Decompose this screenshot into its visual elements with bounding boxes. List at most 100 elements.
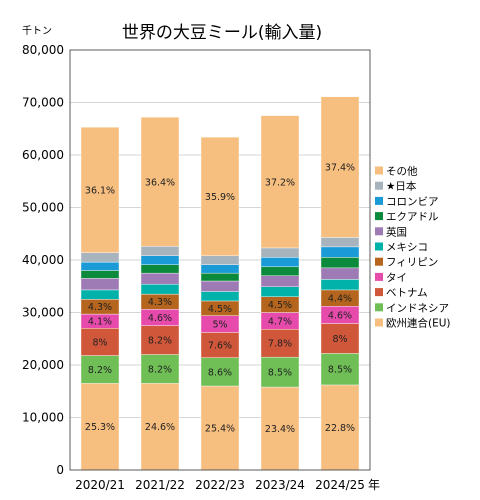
bar-segment — [260, 275, 300, 287]
y-tick-label: 30,000 — [22, 306, 64, 320]
legend-label: フィリピン — [386, 257, 438, 269]
bar-segment — [260, 286, 300, 297]
x-tick-labels: 2020/21 2021/22 2022/23 2023/24 2024/25 — [75, 478, 365, 492]
y-tick-label: 80,000 — [22, 43, 64, 57]
x-tick-label: 2023/24 — [255, 478, 305, 492]
data-label: 8.5% — [328, 365, 352, 376]
x-tick-label: 2022/23 — [195, 478, 245, 492]
bar-segment — [140, 283, 180, 295]
bar-segment — [140, 116, 180, 247]
legend-swatch — [375, 181, 383, 190]
bar-segment — [140, 383, 180, 471]
data-label: 8.2% — [88, 365, 112, 376]
bar-segment — [320, 257, 360, 269]
bar-segment — [80, 289, 120, 300]
y-tick-label: 60,000 — [22, 148, 64, 162]
bar-segment — [260, 329, 300, 358]
legend-label: ベトナム — [386, 287, 428, 299]
bar-segment — [140, 325, 180, 355]
y-tick-label: 10,000 — [22, 411, 64, 425]
bar-segment — [320, 353, 360, 386]
bar-segment — [320, 323, 360, 354]
data-label: 4.5% — [268, 300, 292, 311]
bar-segment — [80, 252, 120, 263]
data-label: 5% — [212, 320, 227, 331]
bar-segment — [260, 115, 300, 249]
bar-segment — [80, 278, 120, 291]
bar-segment — [260, 386, 300, 471]
legend-label: コロンビア — [386, 196, 439, 208]
data-label: 36.4% — [145, 177, 175, 188]
data-label: 8% — [332, 334, 347, 345]
y-axis-unit: 千トン — [22, 25, 52, 37]
data-label: 37.4% — [325, 163, 355, 174]
bar-segment — [80, 328, 120, 356]
bar-segment — [260, 266, 300, 276]
bar-segment — [140, 272, 180, 285]
legend-swatch — [375, 242, 383, 251]
legend-swatch — [375, 257, 383, 266]
bar-segment — [200, 272, 240, 282]
legend-label: ★日本 — [386, 180, 417, 193]
data-label: 8.2% — [148, 336, 172, 347]
bar-segment — [200, 332, 240, 358]
data-label: 23.4% — [265, 424, 295, 435]
data-label: 25.3% — [85, 422, 115, 433]
chart-title: 世界の大豆ミール(輸入量) — [122, 23, 322, 43]
data-label: 4.1% — [88, 317, 112, 328]
bar-segment — [320, 237, 360, 248]
bar-segment — [200, 291, 240, 302]
x-axis-unit: 年 — [368, 478, 380, 492]
data-label: 25.4% — [205, 424, 235, 435]
legend-label: その他 — [386, 165, 418, 178]
y-tick-label: 50,000 — [22, 201, 64, 215]
bar-segment — [200, 357, 240, 387]
data-label: 8.5% — [268, 368, 292, 379]
bar-segment — [80, 355, 120, 384]
bar-segment — [200, 385, 240, 471]
legend-swatch — [375, 227, 383, 236]
legend-label: インドネシア — [386, 302, 449, 314]
data-label: 4.6% — [328, 310, 352, 321]
bar-segment — [260, 356, 300, 388]
legend-label: メキシコ — [386, 242, 428, 254]
bar-segment — [200, 255, 240, 265]
data-label: 4.6% — [148, 313, 172, 324]
legend-swatch — [375, 288, 383, 297]
y-tick-label: 0 — [56, 463, 64, 477]
bar-segment — [140, 354, 180, 384]
bar-segment — [80, 126, 120, 253]
legend-label: エクアドル — [386, 211, 439, 223]
data-label: 4.3% — [148, 297, 172, 308]
bar-segment — [260, 257, 300, 268]
legend-swatch — [375, 166, 383, 175]
data-label: 24.6% — [145, 422, 175, 433]
bar-segment — [320, 384, 360, 471]
x-tick-label: 2021/22 — [135, 478, 185, 492]
y-tick-label: 20,000 — [22, 358, 64, 372]
legend-swatch — [375, 318, 383, 327]
data-label: 8% — [92, 337, 107, 348]
bar-segment — [80, 270, 120, 279]
bar-segment — [140, 246, 180, 257]
legend-swatch — [375, 212, 383, 221]
bar-segment — [200, 264, 240, 274]
data-label: 4.5% — [208, 304, 232, 315]
bar-segment — [320, 246, 360, 258]
y-tick-label: 40,000 — [22, 253, 64, 267]
data-label: 22.8% — [325, 423, 355, 434]
data-label: 37.2% — [265, 177, 295, 188]
x-tick-label: 2020/21 — [75, 478, 125, 492]
data-label: 4.7% — [268, 316, 292, 327]
bar-segment — [320, 279, 360, 291]
bar-segment — [320, 267, 360, 280]
legend: その他 ★日本コロンビアエクアドル英国メキシコフィリピンタイベトナムインドネシア欧… — [375, 165, 451, 330]
bar-segment — [200, 136, 240, 256]
data-labels: 25.3% 8.2% 8% 4.1% 4.3% 36.1% 24.6% 8.2% 8.2% 4.6… — [85, 163, 355, 435]
legend-swatch — [375, 196, 383, 205]
bar-segment — [200, 280, 240, 292]
legend-swatch — [375, 272, 383, 281]
bar-segment — [260, 247, 300, 258]
bar-segment — [140, 264, 180, 274]
legend-label: 欧州連合(EU) — [386, 317, 451, 330]
